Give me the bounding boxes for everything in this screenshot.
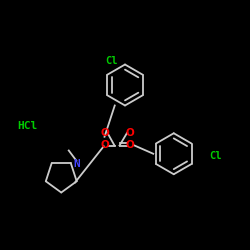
Text: O: O: [125, 128, 134, 138]
Text: Cl: Cl: [105, 56, 118, 66]
Text: O: O: [125, 140, 134, 150]
Text: HCl: HCl: [18, 121, 38, 131]
Text: O: O: [100, 140, 109, 150]
Text: N: N: [73, 159, 80, 169]
Text: O: O: [100, 128, 109, 138]
Text: Cl: Cl: [209, 151, 221, 161]
